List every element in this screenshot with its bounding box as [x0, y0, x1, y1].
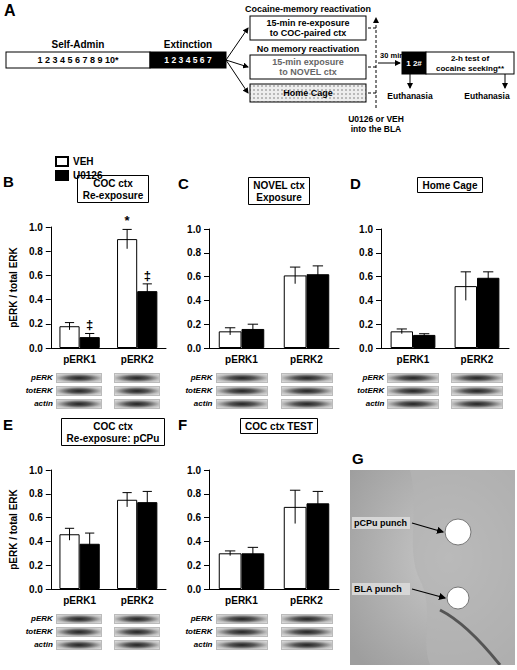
svg-text:0.0: 0.0 [187, 584, 201, 595]
svg-text:0.0: 0.0 [187, 343, 201, 354]
html-text:B: B [3, 173, 14, 190]
svg-text:Cocaine-memory reactivation: Cocaine-memory reactivation [245, 4, 371, 14]
html-text:actin: actin [193, 640, 213, 649]
html-text:actin: actin [34, 640, 53, 649]
svg-text:0.6: 0.6 [29, 512, 43, 523]
svg-text:Exposure: Exposure [256, 192, 302, 203]
svg-text:COC ctx: COC ctx [93, 178, 133, 189]
svg-text:‡: ‡ [144, 268, 151, 283]
svg-text:1.0: 1.0 [29, 465, 43, 476]
html-text:C: C [178, 175, 189, 192]
html-text:totERK: totERK [357, 386, 385, 395]
svg-text:0.2: 0.2 [29, 560, 43, 571]
html-text:E: E [3, 416, 13, 433]
html-text:pERK: pERK [362, 373, 385, 382]
svg-text:2-h test ofcocaine seeking**: 2-h test ofcocaine seeking** [436, 54, 505, 73]
svg-text:0.2: 0.2 [187, 560, 201, 571]
html-text:actin: actin [34, 399, 53, 408]
svg-text:NOVEL ctx: NOVEL ctx [253, 180, 305, 191]
svg-text:COC ctx: COC ctx [93, 421, 133, 432]
html-text:pERK: pERK [31, 614, 53, 623]
html-text:actin: actin [365, 399, 385, 408]
svg-text:No memory reactivation: No memory reactivation [257, 44, 360, 54]
svg-text:pERK2: pERK2 [121, 354, 154, 365]
svg-text:A: A [4, 2, 16, 19]
html-text:pERK: pERK [190, 614, 213, 623]
svg-text:0.4: 0.4 [187, 295, 201, 306]
svg-text:0.4: 0.4 [29, 536, 43, 547]
svg-text:0.6: 0.6 [359, 271, 373, 282]
html-text:pERK: pERK [31, 373, 53, 382]
svg-text:0.2: 0.2 [187, 319, 201, 330]
svg-text:0.8: 0.8 [187, 488, 201, 499]
html-text:actin: actin [193, 399, 213, 408]
svg-text:1 2 3 4 5 6 7: 1 2 3 4 5 6 7 [164, 55, 212, 65]
svg-text:Re-exposure: pCPu: Re-exposure: pCPu [67, 433, 160, 444]
svg-text:15-min re-exposureto COC-paire: 15-min re-exposureto COC-paired ctx [266, 18, 349, 39]
svg-text:pERK1: pERK1 [63, 354, 96, 365]
html-text:totERK: totERK [25, 627, 53, 636]
svg-text:pERK / total ERK: pERK / total ERK [8, 488, 19, 569]
svg-text:0.4: 0.4 [359, 295, 373, 306]
svg-text:1.0: 1.0 [187, 465, 201, 476]
svg-text:Euthanasia: Euthanasia [387, 91, 433, 101]
svg-text:1.0: 1.0 [359, 224, 373, 235]
svg-text:pERK2: pERK2 [290, 595, 323, 606]
html-text:totERK: totERK [185, 627, 213, 636]
svg-text:0.6: 0.6 [29, 270, 43, 281]
svg-text:‡: ‡ [86, 317, 93, 332]
svg-text:pERK2: pERK2 [461, 354, 494, 365]
svg-text:0.0: 0.0 [29, 584, 43, 595]
svg-text:pCPu punch: pCPu punch [354, 518, 407, 528]
svg-text:Home Cage: Home Cage [422, 180, 477, 191]
svg-text:0.6: 0.6 [187, 271, 201, 282]
html-text:totERK: totERK [185, 386, 213, 395]
svg-text:pERK1: pERK1 [397, 354, 430, 365]
svg-text:pERK2: pERK2 [121, 595, 154, 606]
svg-text:1.0: 1.0 [187, 224, 201, 235]
html-text:pERK: pERK [190, 373, 213, 382]
svg-text:Euthanasia: Euthanasia [464, 91, 510, 101]
html-text:F: F [178, 416, 188, 433]
svg-text:BLA punch: BLA punch [354, 584, 402, 594]
svg-text:1 2#: 1 2# [406, 59, 422, 68]
svg-text:pERK1: pERK1 [63, 595, 96, 606]
svg-text:0.6: 0.6 [187, 512, 201, 523]
html-text:totERK: totERK [25, 386, 53, 395]
svg-text:0.8: 0.8 [29, 246, 43, 257]
svg-text:0.4: 0.4 [29, 294, 43, 305]
svg-text:VEH: VEH [73, 156, 94, 167]
svg-text:Re-exposure: Re-exposure [83, 190, 144, 201]
svg-text:Self-Admin: Self-Admin [52, 39, 105, 50]
svg-text:pERK2: pERK2 [290, 354, 323, 365]
svg-text:0.4: 0.4 [187, 536, 201, 547]
svg-text:Home Cage: Home Cage [283, 88, 333, 98]
svg-text:15-min exposureto NOVEL ctx: 15-min exposureto NOVEL ctx [272, 57, 344, 78]
svg-text:Extinction: Extinction [164, 39, 212, 50]
svg-text:1 2 3 4 5 6 7 8 9 10*: 1 2 3 4 5 6 7 8 9 10* [37, 55, 119, 65]
svg-text:0.8: 0.8 [187, 247, 201, 258]
svg-text:pERK / total ERK: pERK / total ERK [8, 246, 19, 327]
svg-text:pERK1: pERK1 [225, 595, 258, 606]
svg-text:COC ctx TEST: COC ctx TEST [245, 421, 313, 432]
svg-text:*: * [125, 213, 131, 228]
svg-text:0.2: 0.2 [359, 319, 373, 330]
svg-text:0.0: 0.0 [29, 343, 43, 354]
svg-text:0.0: 0.0 [359, 343, 373, 354]
svg-text:pERK1: pERK1 [225, 354, 258, 365]
svg-text:0.8: 0.8 [359, 247, 373, 258]
svg-text:1.0: 1.0 [29, 222, 43, 233]
html-text:D: D [350, 175, 361, 192]
svg-text:30 min: 30 min [380, 51, 404, 60]
svg-text:U0126 or VEHinto the BLA: U0126 or VEHinto the BLA [348, 114, 404, 134]
svg-text:0.8: 0.8 [29, 488, 43, 499]
html-text:G: G [352, 450, 364, 467]
svg-text:0.2: 0.2 [29, 318, 43, 329]
